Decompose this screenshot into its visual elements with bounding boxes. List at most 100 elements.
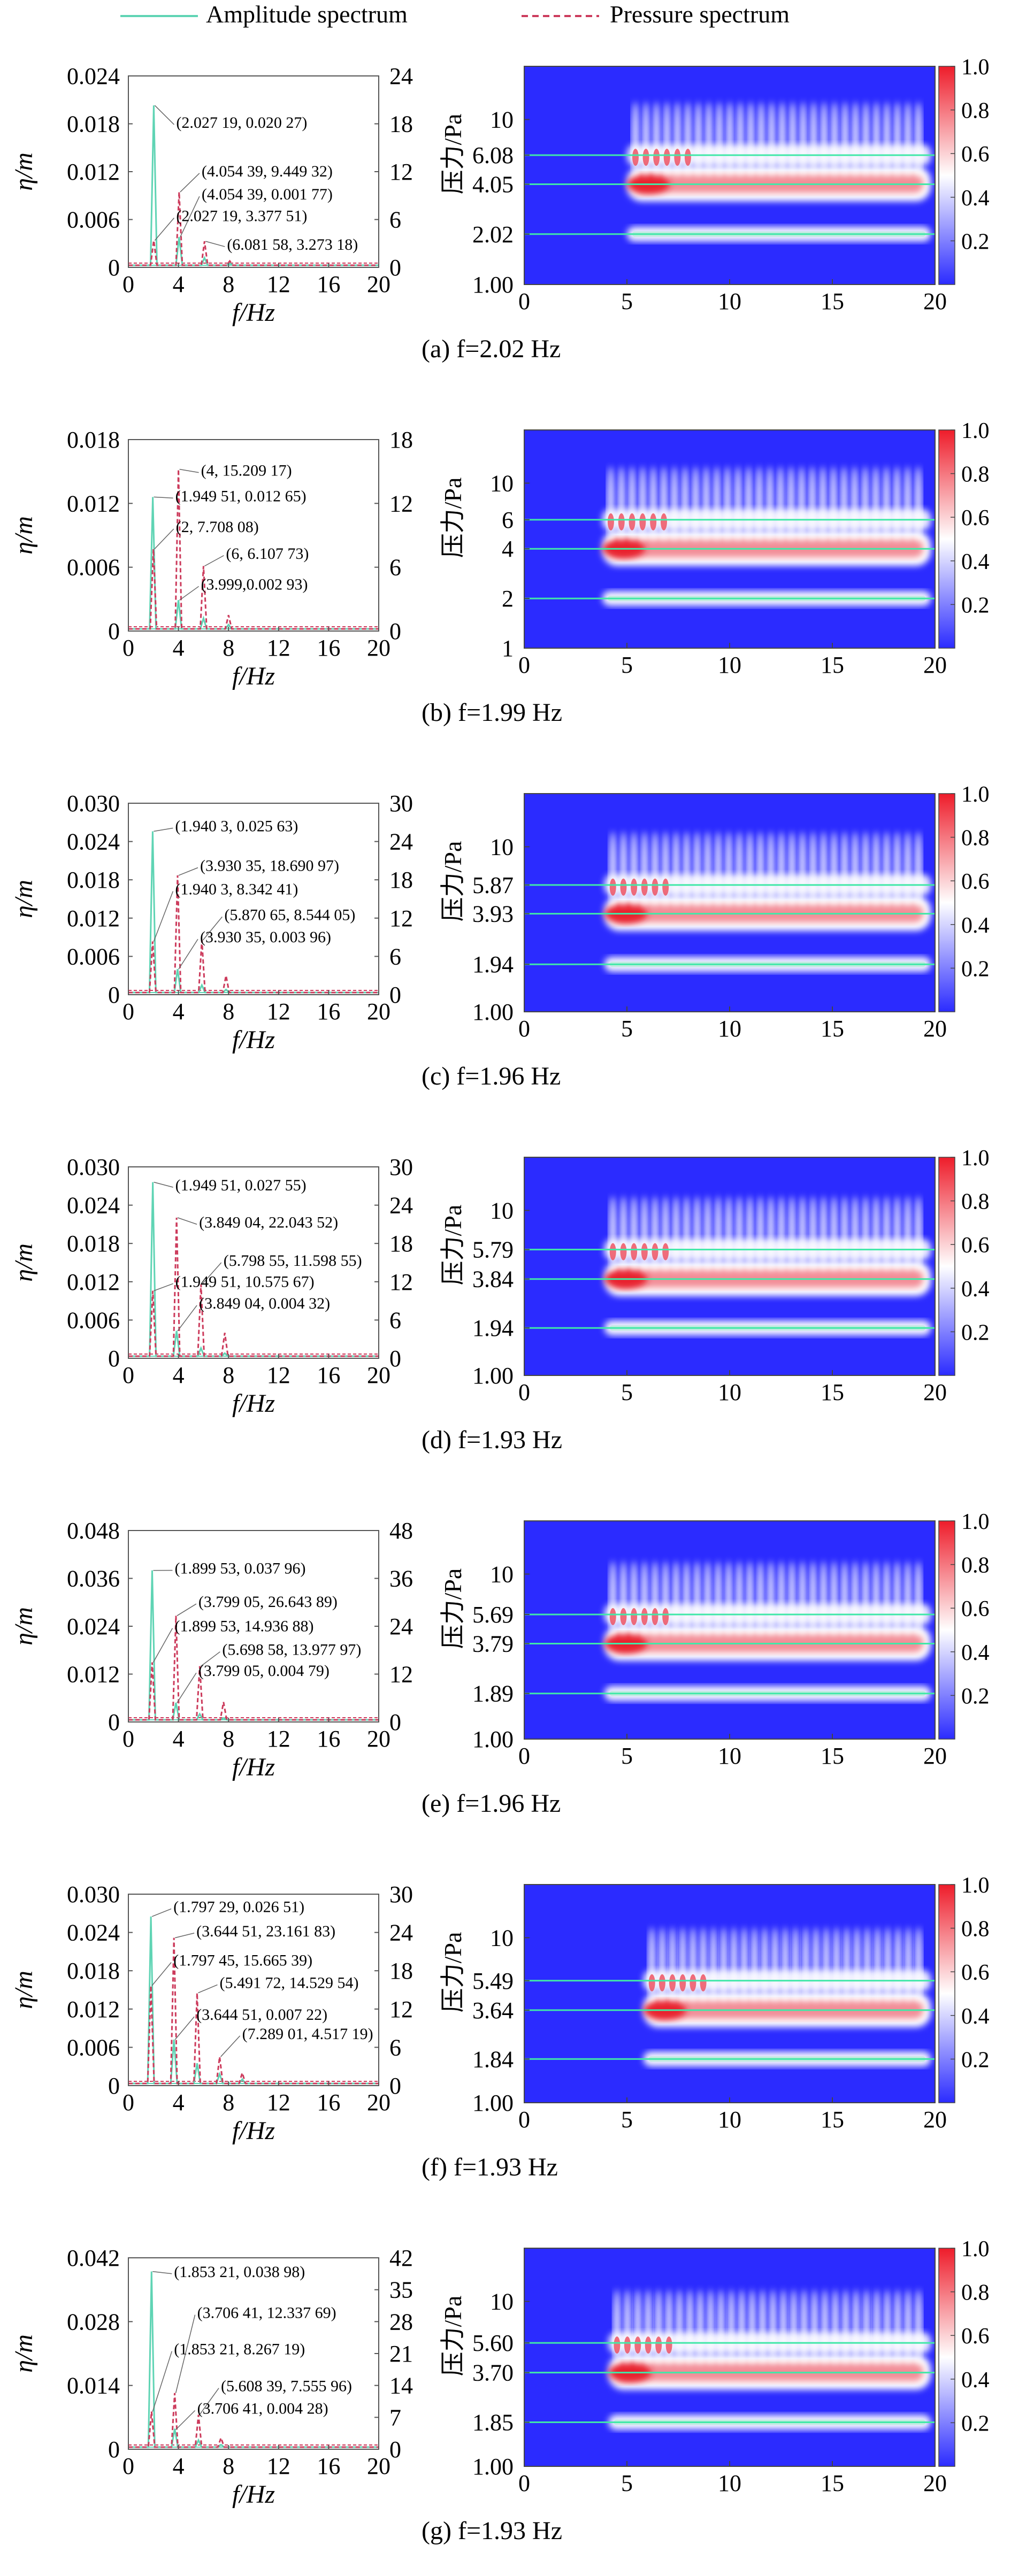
x-tick-label: 0 <box>122 1362 134 1388</box>
y-left-tick-label: 0.018 <box>67 1231 120 1257</box>
harmonic-spike <box>696 2289 704 2365</box>
harmonic-spike <box>771 1927 779 2002</box>
x-axis-label: f/Hz <box>232 298 275 327</box>
harmonic-spike <box>851 1196 859 1271</box>
x-tick-label: 4 <box>173 635 185 661</box>
heat-y-tick-label: 3.84 <box>472 1266 514 1293</box>
wavelet-heatmap: 0 5 10 15 20 10 5.60 3.70 1.85 1.00 压力/Pa <box>439 2248 947 2496</box>
wavelet-heatmap: 0 5 10 15 20 10 6 4 2 1 压力/Pa <box>439 429 947 678</box>
harmonic-spike-core <box>631 878 638 896</box>
y-right-tick-label: 30 <box>389 1881 413 1908</box>
harmonic-spike <box>841 102 849 177</box>
harmonic-spike-core <box>650 513 657 530</box>
annotation-leader <box>154 105 174 125</box>
annotation-leader <box>175 2410 196 2430</box>
panel-caption: (g) f=1.93 Hz <box>422 2517 562 2545</box>
harmonic-spike <box>840 831 848 906</box>
colorbar-tick-label: 0.2 <box>961 593 990 618</box>
harmonic-spike <box>740 1927 748 2002</box>
harmonic-spike-core <box>684 149 691 166</box>
y-left-tick-label: 0 <box>108 1345 120 1372</box>
colorbar-tick-label: 0.4 <box>961 1641 990 1665</box>
harmonic-spike <box>893 1560 901 1636</box>
harmonic-spike <box>714 831 722 906</box>
harmonic-spike <box>819 831 828 906</box>
x-tick-label: 8 <box>223 2089 234 2116</box>
peak-annotation: (3.799 05, 0.004 79) <box>198 1662 330 1680</box>
y-left-tick-label: 0.012 <box>67 1662 120 1688</box>
annotation-leader <box>177 1603 197 1616</box>
heat-x-tick-label: 15 <box>821 2106 844 2133</box>
annotation-leader <box>202 1262 222 1285</box>
harmonic-spike-core <box>620 1243 627 1260</box>
heat-x-tick-label: 10 <box>718 652 741 678</box>
x-tick-label: 20 <box>367 2089 390 2116</box>
peak-annotation: (3.849 04, 22.043 52) <box>199 1213 338 1231</box>
harmonic-spike-core <box>618 513 625 530</box>
annotation-leader <box>154 1181 173 1188</box>
peak-annotation: (3.644 51, 23.161 83) <box>196 1923 335 1940</box>
panel-d: (1.949 51, 0.027 55) (3.849 04, 22.043 52… <box>10 1146 990 1454</box>
colorbar-tick-label: 0.2 <box>961 229 990 254</box>
colorbar: 1.0 0.8 0.6 0.4 0.2 <box>938 1873 990 2103</box>
harmonic-spike-core <box>641 1608 648 1625</box>
harmonic-spike <box>792 1927 800 2002</box>
heat-x-tick-label: 0 <box>518 652 530 678</box>
harmonic-spike-core <box>658 1974 665 1991</box>
spectrum-plot-frame <box>128 1530 379 1723</box>
wavelet-heatmap: 0 5 10 15 20 10 5.79 3.84 1.94 1.00 压力/Pa <box>439 1157 947 1405</box>
heat-x-tick-label: 15 <box>821 652 844 678</box>
colorbar-tick-label: 0.2 <box>961 2048 990 2072</box>
harmonic-spike <box>894 1927 902 2002</box>
panel-a: (2.027 19, 0.020 27) (4.054 39, 9.449 32)… <box>10 55 990 363</box>
spectrum-plot: (1.853 21, 0.038 98) (3.706 41, 12.337 69… <box>10 2245 413 2509</box>
peak-annotation: (3.706 41, 12.337 69) <box>197 2304 336 2322</box>
harmonic-spike <box>790 2289 798 2365</box>
colorbar-tick-label: 0.4 <box>961 186 990 211</box>
harmonic-spike <box>799 102 807 177</box>
heat-y-tick-label: 3.79 <box>472 1631 514 1657</box>
colorbar-tick-label: 0.2 <box>961 1320 990 1345</box>
harmonic-spike <box>703 1196 711 1271</box>
x-tick-label: 4 <box>173 1362 185 1388</box>
x-tick-label: 4 <box>173 2453 185 2479</box>
harmonic-spike <box>707 2289 715 2365</box>
y-left-tick-label: 0.048 <box>67 1518 120 1544</box>
harmonic-spike <box>809 102 817 177</box>
heat-x-tick-label: 10 <box>718 1379 741 1405</box>
harmonic-spike <box>893 1196 901 1271</box>
annotation-leader <box>153 891 174 942</box>
x-tick-label: 16 <box>317 271 340 297</box>
heat-x-tick-label: 5 <box>621 652 633 678</box>
heat-x-tick-label: 0 <box>518 1743 530 1769</box>
harmonic-spike <box>851 466 859 541</box>
heat-x-tick-label: 20 <box>923 1379 947 1405</box>
y-left-axis-label: η/m <box>10 2334 38 2373</box>
harmonic-spike-core <box>648 1974 655 1991</box>
harmonic-spike-core <box>663 149 670 166</box>
harmonic-spike <box>914 2289 922 2365</box>
annotation-leader <box>204 555 224 567</box>
panel-caption: (e) f=1.96 Hz <box>422 1789 561 1818</box>
harmonic-spike-core <box>679 1974 686 1991</box>
heat-y-tick-label: 1.89 <box>472 1681 514 1707</box>
harmonic-spike <box>799 1196 807 1271</box>
peak-annotation: (4.054 39, 9.449 32) <box>202 163 333 180</box>
harmonic-spike <box>725 1196 733 1271</box>
peak-annotation: (1.899 53, 14.936 88) <box>174 1618 313 1635</box>
harmonic-spike <box>670 466 678 541</box>
harmonic-spike <box>809 1196 817 1271</box>
harmonic-spike <box>714 1196 722 1271</box>
harmonic-spike <box>768 102 776 177</box>
harmonic-spike <box>799 1560 807 1636</box>
annotation-leader <box>180 196 200 237</box>
colorbar-tick-label: 0.4 <box>961 2368 990 2393</box>
harmonic-spike <box>713 466 721 541</box>
heat-x-tick-label: 20 <box>923 1016 947 1042</box>
harmonic-spike <box>840 466 848 541</box>
colorbar: 1.0 0.8 0.6 0.4 0.2 <box>938 55 990 285</box>
harmonic-spike <box>787 466 795 541</box>
harmonic-spike <box>799 831 807 906</box>
harmonic-spike-core <box>690 1974 696 1991</box>
y-right-tick-label: 18 <box>389 427 413 453</box>
